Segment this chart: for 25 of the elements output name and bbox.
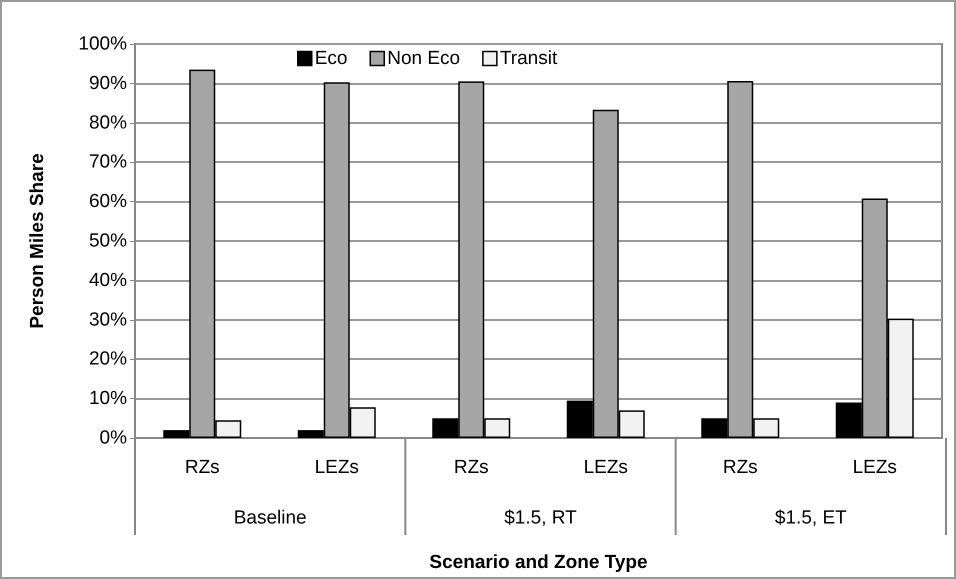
x-tick-label: RZs	[722, 457, 758, 478]
y-tick-label: 40%	[88, 270, 128, 291]
y-tick-label: 70%	[88, 152, 128, 173]
x-axis-title: Scenario and Zone Type	[429, 552, 648, 573]
y-tick-label: 20%	[88, 348, 128, 370]
legend-label: Eco	[314, 48, 348, 69]
y-tick-label: 90%	[88, 72, 128, 94]
x-tick-label: LEZs	[852, 457, 897, 478]
x-tick-label: LEZs	[314, 457, 359, 478]
y-tick-label: 0%	[100, 428, 128, 448]
y-tick-label: 100%	[78, 34, 128, 54]
x-tick-label: RZs	[454, 457, 489, 478]
y-tick-label: 80%	[88, 112, 128, 134]
x-tick-label: RZs	[184, 457, 220, 478]
x-tick-label: LEZs	[584, 457, 628, 478]
y-tick-label: 60%	[88, 191, 128, 212]
y-tick-label: 10%	[88, 388, 128, 410]
text: Baseline	[234, 508, 307, 528]
text: $1.5, ET	[774, 508, 848, 528]
legend-label: Non Eco	[387, 48, 460, 69]
y-tick-label: 50%	[88, 230, 128, 252]
y-axis-title: Person Miles Share	[27, 153, 48, 329]
text: $1.5, RT	[504, 508, 578, 528]
legend-label: Transit	[500, 48, 558, 69]
y-tick-label: 30%	[88, 309, 128, 330]
